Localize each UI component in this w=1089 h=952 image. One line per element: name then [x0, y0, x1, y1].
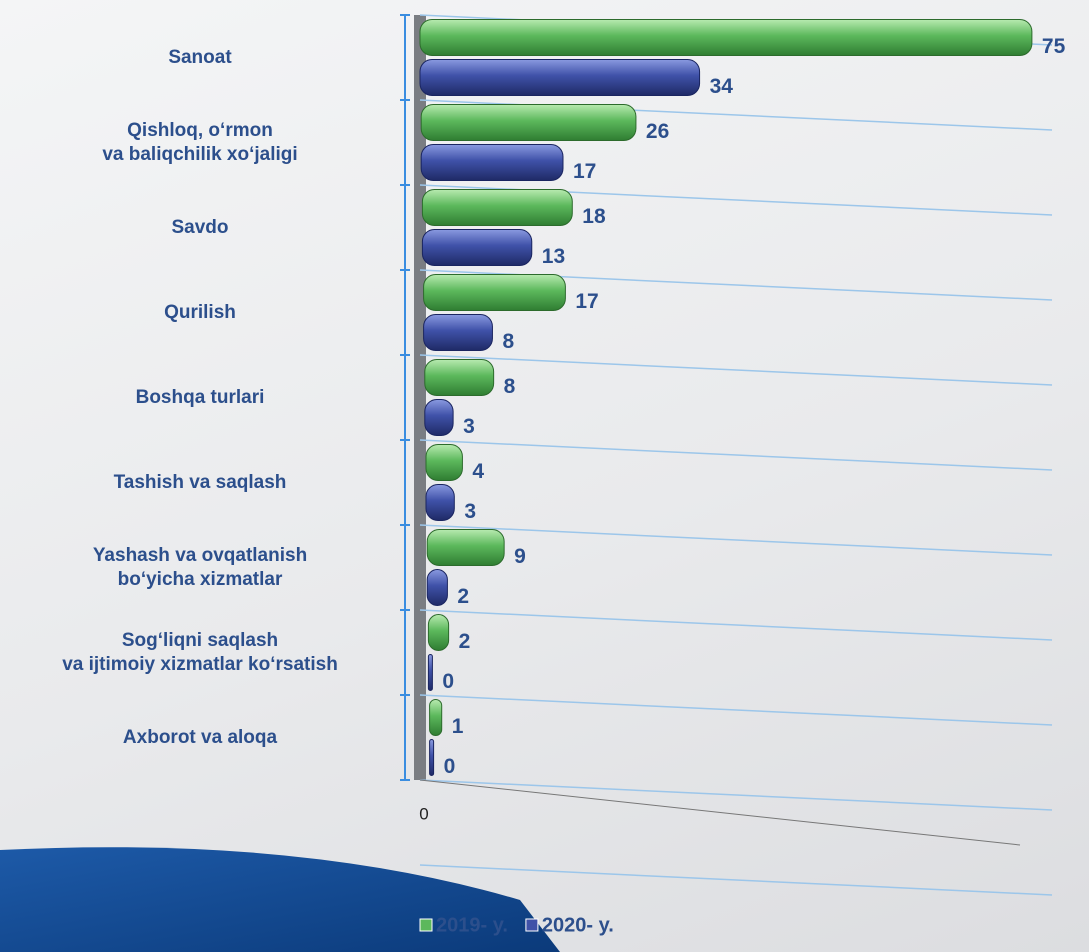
bar	[419, 19, 1033, 56]
x-tick-label: 0	[419, 804, 428, 823]
value-label: 8	[502, 330, 514, 353]
bar	[426, 529, 505, 566]
value-label: 1	[452, 715, 464, 738]
grid-line	[419, 524, 1053, 556]
bar	[423, 274, 566, 311]
category-label: Axborot va aloqa	[122, 726, 278, 748]
category-label: Savdo	[171, 216, 229, 238]
category-label: Sog‘liqni saqlash va ijtimoiy xizmatlar …	[62, 629, 338, 675]
grid-line	[419, 354, 1053, 386]
category-label: Tashish va saqlash	[113, 471, 287, 493]
value-label: 2	[457, 585, 469, 608]
value-label: 8	[504, 375, 516, 398]
bar	[426, 569, 448, 606]
grid-line	[419, 779, 1053, 811]
grid-line	[419, 864, 1053, 896]
bar	[425, 444, 463, 481]
bar	[427, 614, 450, 651]
bar	[419, 59, 701, 96]
value-label: 0	[442, 670, 454, 693]
bar	[425, 484, 455, 521]
bar	[423, 314, 493, 351]
bar	[429, 699, 443, 736]
value-label: 34	[710, 75, 734, 98]
value-label: 3	[463, 415, 475, 438]
value-label: 17	[575, 290, 598, 313]
grid-line	[419, 694, 1053, 726]
grid-line	[419, 609, 1053, 641]
value-label: 18	[582, 205, 606, 228]
value-label: 75	[1042, 35, 1066, 58]
value-label: 4	[472, 460, 484, 483]
legend-swatch	[525, 918, 539, 932]
value-label: 17	[573, 160, 596, 183]
bar	[427, 654, 433, 691]
category-label: Sanoat	[168, 46, 232, 68]
legend-label: 2019- y.	[436, 914, 508, 936]
legend-label: 2020- y.	[542, 914, 614, 936]
category-label: Qurilish	[164, 301, 236, 323]
value-label: 13	[542, 245, 565, 268]
value-label: 2	[459, 630, 471, 653]
category-label: Qishloq, o‘rmon va baliqchilik xo‘jaligi	[102, 119, 298, 165]
bar	[424, 399, 454, 436]
value-label: 0	[444, 755, 456, 778]
bar	[420, 144, 564, 181]
bar	[420, 104, 637, 141]
x-axis-edge	[419, 779, 1021, 846]
category-label: Boshqa turlari	[135, 386, 265, 408]
category-label: Yashash va ovqatlanish bo‘yicha xizmatla…	[92, 544, 308, 590]
legend-swatch	[419, 918, 433, 932]
value-label: 9	[514, 545, 526, 568]
bar	[424, 359, 495, 396]
value-label: 26	[646, 120, 669, 143]
bar	[421, 189, 573, 226]
grid-line	[419, 439, 1053, 471]
value-label: 3	[464, 500, 476, 523]
bar	[421, 229, 533, 266]
bar	[429, 739, 435, 776]
